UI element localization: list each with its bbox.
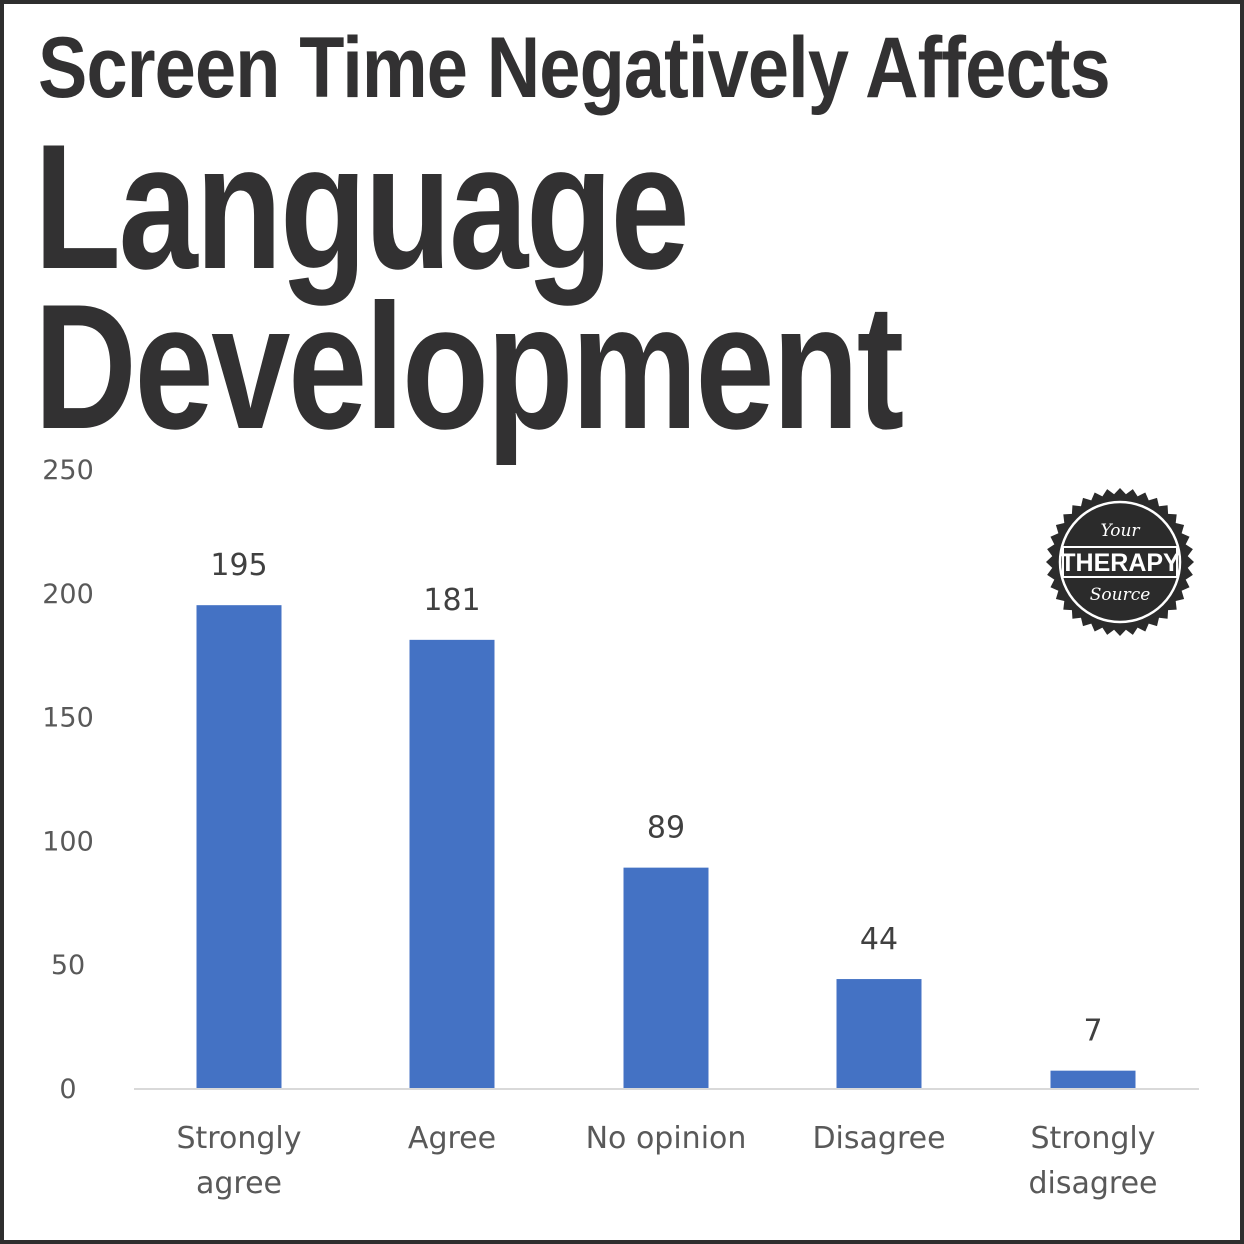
- bars: [196, 605, 1136, 1088]
- bar-value-label: 181: [423, 583, 480, 618]
- category-label: Disagree: [812, 1121, 945, 1156]
- title-line-3: Development: [34, 267, 904, 466]
- category-label: Strongly: [177, 1121, 302, 1156]
- bar: [409, 639, 495, 1088]
- logo-text-middle: THERAPY: [1060, 549, 1180, 577]
- bar: [1050, 1070, 1136, 1088]
- bar-value-label: 89: [647, 811, 685, 846]
- logo-text-top: Your: [1100, 521, 1140, 541]
- bar-value-label: 7: [1083, 1014, 1102, 1049]
- title-line-1: Screen Time Negatively Affects: [38, 20, 1111, 116]
- category-labels: Strongly agree Agree No opinion Disagree Stro…: [177, 1121, 1158, 1201]
- title-line-2: Language: [34, 107, 690, 306]
- bar-value-label: 44: [860, 922, 898, 957]
- y-tick-label: 150: [42, 703, 94, 734]
- bar-value-label: 195: [210, 548, 267, 583]
- bar: [623, 867, 709, 1088]
- y-tick-label: 0: [59, 1074, 76, 1105]
- bar-chart: 0 50 100 150 200 250 195 181 89 44 7 Strongly agre…: [42, 455, 1199, 1201]
- y-tick-label: 50: [51, 950, 85, 981]
- category-label: agree: [196, 1166, 282, 1201]
- category-label: No opinion: [586, 1121, 747, 1156]
- bar: [196, 605, 282, 1088]
- category-label: Agree: [408, 1121, 496, 1156]
- category-label: disagree: [1028, 1166, 1157, 1201]
- therapy-source-logo: Your THERAPY Source: [1046, 488, 1194, 636]
- bar: [836, 979, 922, 1088]
- category-label: Strongly: [1031, 1121, 1156, 1156]
- y-axis-ticks: 0 50 100 150 200 250: [42, 455, 94, 1105]
- data-labels: 195 181 89 44 7: [210, 548, 1102, 1048]
- y-tick-label: 200: [42, 579, 94, 610]
- y-tick-label: 100: [42, 826, 94, 857]
- y-tick-label: 250: [42, 455, 94, 486]
- logo-text-bottom: Source: [1090, 585, 1151, 605]
